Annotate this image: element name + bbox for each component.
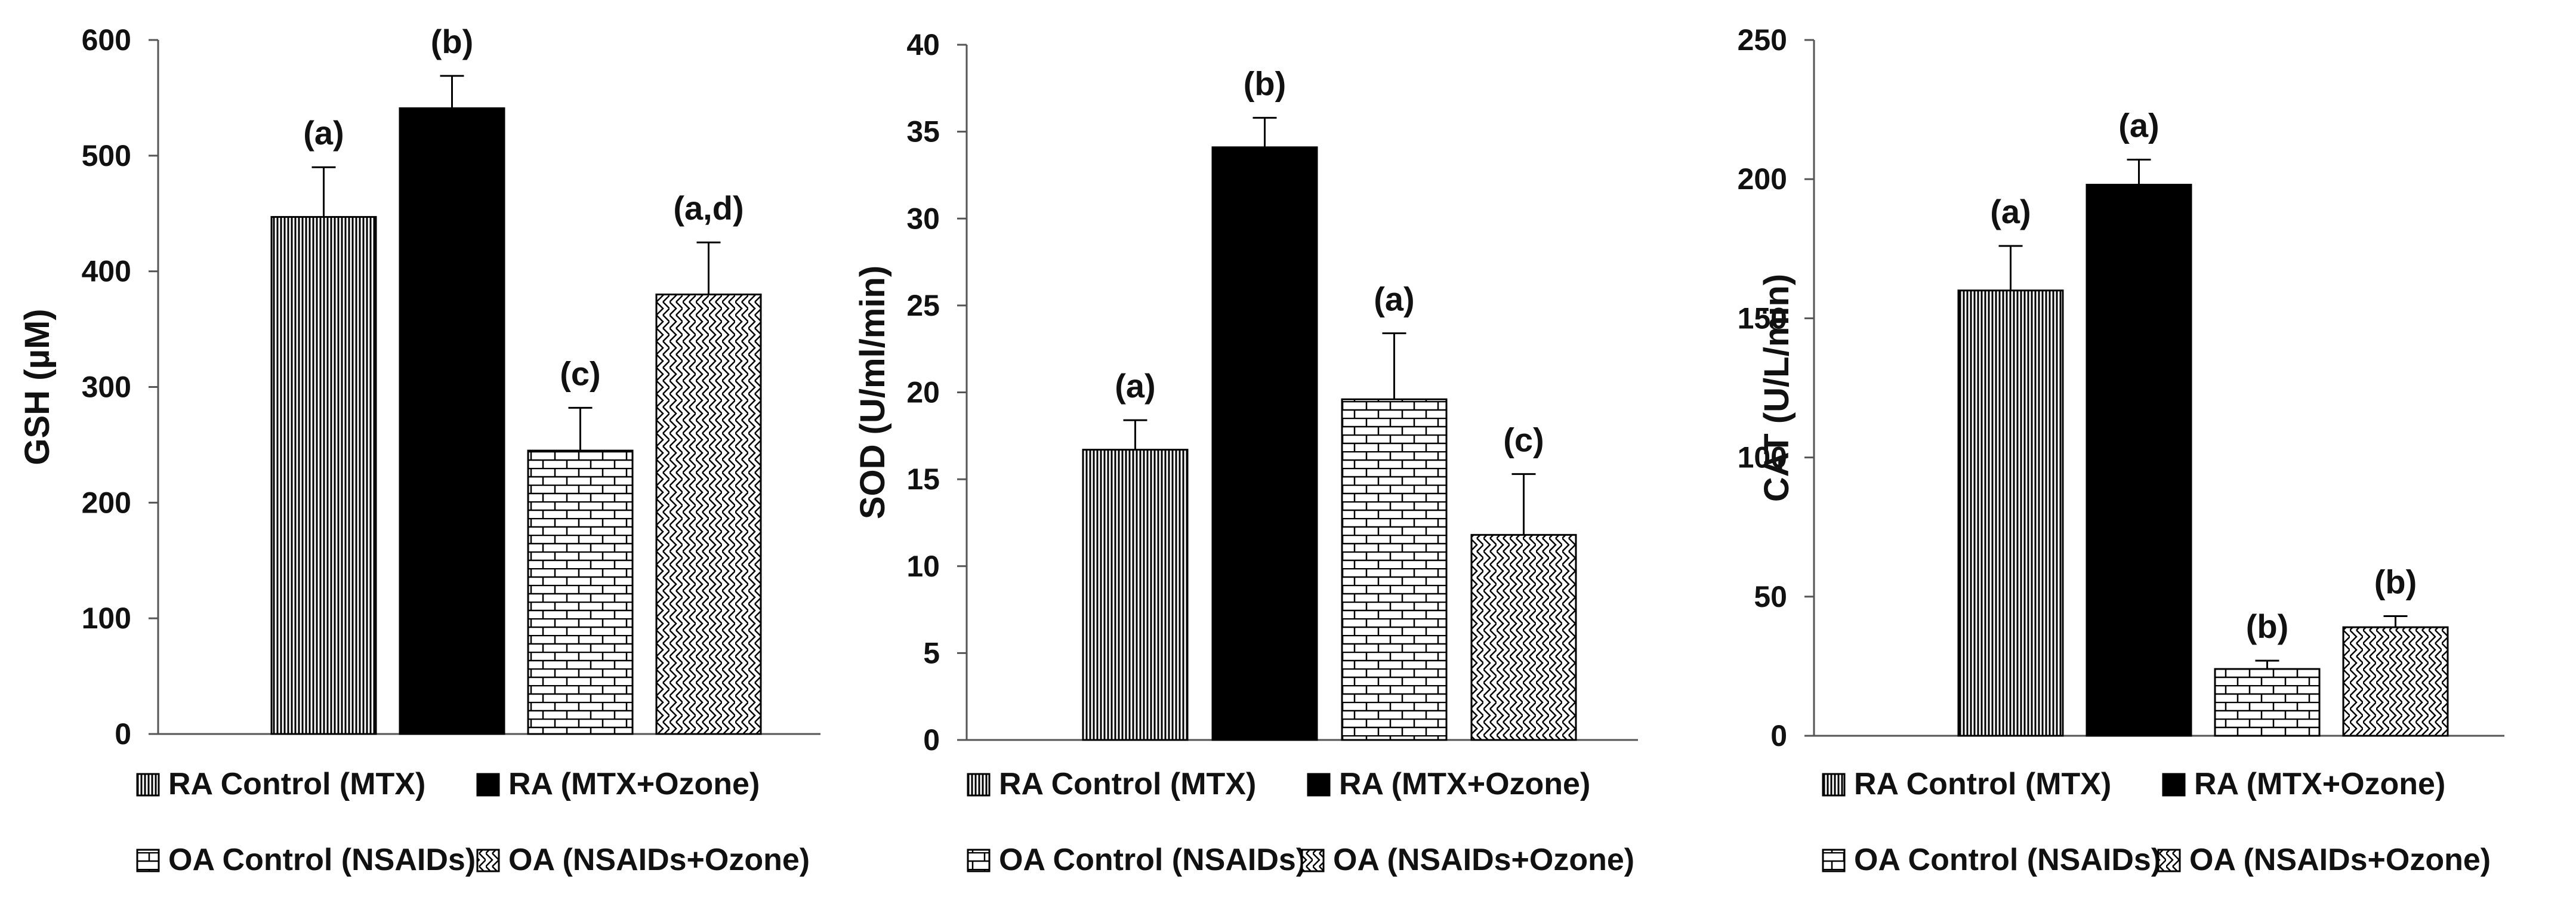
legend-label-ra-control: RA Control (MTX) [1854,767,2111,801]
significance-label: (a) [1990,193,2031,230]
bar-oa-ozone [1470,533,1577,741]
legend-swatch-oa-control [1822,849,1846,872]
cat-panel: 0 50 100 150 200 250 CAT (U/L/min) (a) (a) (b) (b)… [1738,23,2504,877]
significance-label: (a) [303,114,344,152]
legend-swatch-oa-ozone [476,849,500,872]
bar-oa-ozone [655,293,762,735]
legend: RA Control (MTX) RA (MTX+Ozone) OA Control… [1822,767,2491,877]
y-tick-label: 200 [82,486,131,519]
y-tick-label: 0 [115,717,131,751]
bar-ra-ozone [399,107,505,735]
y-tick-label: 100 [82,602,131,635]
legend-label-ra-ozone: RA (MTX+Ozone) [2194,767,2445,801]
legend-label-ra-ozone: RA (MTX+Ozone) [508,767,760,801]
legend-label-ra-control: RA Control (MTX) [999,767,1256,801]
legend: RA Control (MTX) RA (MTX+Ozone) OA Control… [967,767,1634,877]
legend-swatch-oa-ozone [1301,849,1325,872]
significance-label: (c) [560,354,600,392]
legend-label-ra-ozone: RA (MTX+Ozone) [1339,767,1590,801]
significance-label: (a) [1374,280,1414,317]
significance-label: (a) [2118,107,2159,144]
y-axis-label: CAT (U/L/min) [1757,274,1796,502]
y-tick-label: 200 [1738,162,1787,196]
y-tick-label: 5 [923,636,940,670]
legend-swatch-oa-control [136,849,160,872]
significance-label: (a) [1115,367,1155,405]
y-tick-label: 40 [906,28,940,61]
legend-label-oa-ozone: OA (NSAIDs+Ozone) [508,843,810,877]
y-axis-label: GSH (µM) [18,309,57,465]
legend-label-oa-control: OA Control (NSAIDs) [168,843,476,877]
y-tick-label: 400 [82,255,131,288]
y-tick-label: 0 [923,723,940,757]
gsh-panel: 0 100 200 300 400 500 600 GSH (µM) (a) (b) (c) (a,d… [18,23,820,877]
legend-swatch-ra-control [967,773,991,797]
bar-oa-control [1341,398,1448,741]
y-tick-label: 10 [906,550,940,583]
bar-ra-ozone [1211,146,1318,741]
legend-label-oa-control: OA Control (NSAIDs) [999,843,1306,877]
y-tick-label: 300 [82,371,131,404]
y-axis-label: SOD (U/ml/min) [853,266,892,519]
legend-swatch-ra-ozone [476,773,500,797]
bar-oa-control [527,449,634,735]
significance-label: (b) [1244,64,1287,102]
legend-swatch-oa-control [967,849,991,872]
legend: RA Control (MTX) RA (MTX+Ozone) OA Control… [136,767,810,877]
y-tick-label: 150 [1738,301,1787,335]
bar-oa-control [2214,668,2321,737]
legend-swatch-ra-control [1822,773,1846,797]
y-tick-label: 15 [906,462,940,496]
significance-label: (a,d) [673,189,744,227]
legend-label-oa-ozone: OA (NSAIDs+Ozone) [2189,843,2491,877]
significance-label: (b) [431,23,474,60]
significance-label: (c) [1503,421,1544,458]
y-tick-label: 30 [906,202,940,235]
bar-ra-control [1082,449,1189,741]
y-tick-label: 600 [82,23,131,57]
legend-swatch-ra-ozone [2162,773,2186,797]
y-tick-label: 500 [82,139,131,172]
y-tick-label: 35 [906,115,940,149]
legend-label-ra-control: RA Control (MTX) [168,767,425,801]
bar-ra-control [1957,289,2064,737]
y-tick-label: 50 [1754,580,1787,613]
significance-label: (b) [2246,607,2289,645]
bar-oa-ozone [2342,626,2449,737]
bar-ra-ozone [2086,184,2192,737]
legend-swatch-ra-ozone [1307,773,1331,797]
sod-panel: 0 5 10 15 20 25 30 35 40 SOD (U/ml/min) (a) (b) (a) (… [853,28,1638,877]
significance-label: (b) [2374,563,2417,600]
y-tick-label: 100 [1738,441,1787,474]
y-tick-label: 20 [906,376,940,409]
y-tick-label: 25 [906,289,940,322]
bar-ra-control [270,216,377,735]
y-tick-label: 0 [1770,719,1787,752]
y-tick-label: 250 [1738,23,1787,57]
legend-label-oa-ozone: OA (NSAIDs+Ozone) [1333,843,1634,877]
legend-swatch-ra-control [136,773,160,797]
legend-swatch-oa-ozone [2157,849,2181,872]
legend-label-oa-control: OA Control (NSAIDs) [1854,843,2161,877]
